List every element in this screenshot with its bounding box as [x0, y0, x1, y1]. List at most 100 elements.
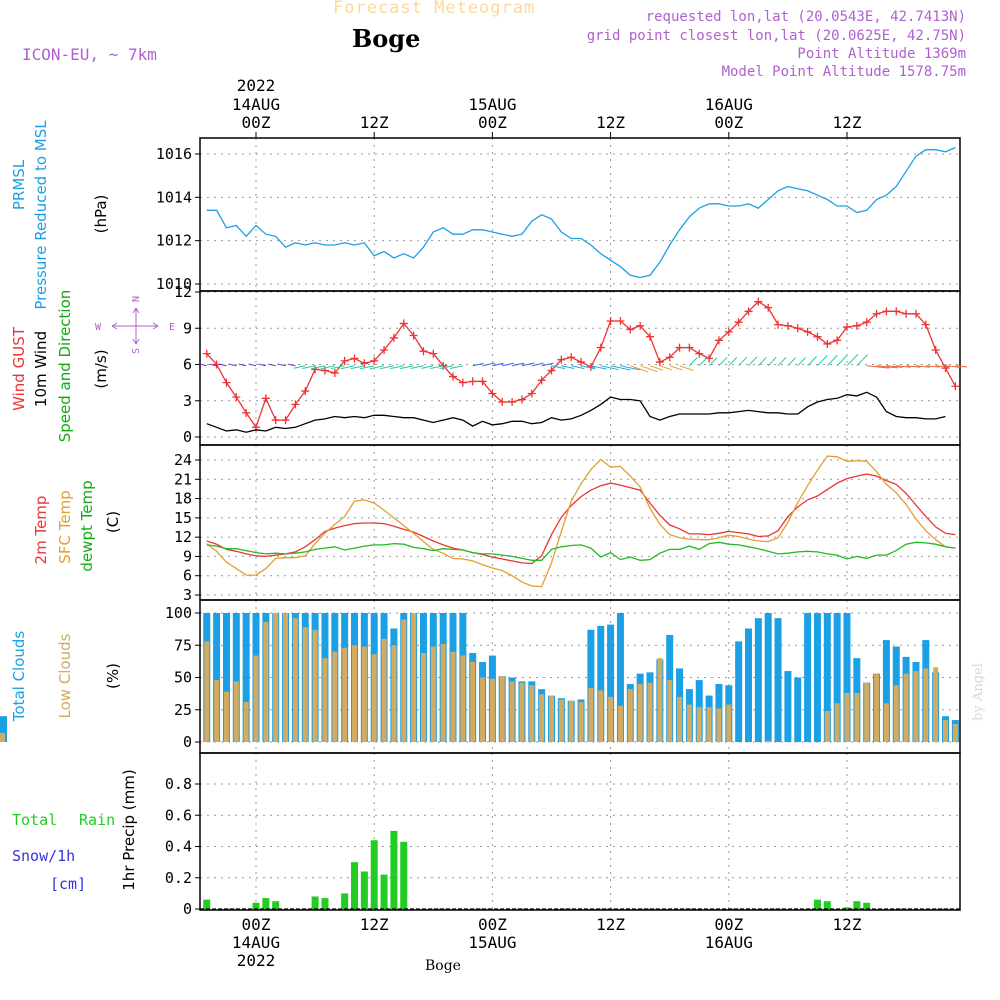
low-clouds-bar: [677, 696, 683, 742]
low-clouds-bar: [952, 723, 958, 742]
rain-bar: [400, 841, 408, 909]
total-clouds-bar: [222, 613, 230, 742]
snow-label: Snow/1h: [12, 847, 75, 865]
gust-marker: [340, 356, 349, 365]
y-tick-label: 25: [174, 701, 192, 719]
gust-marker: [330, 368, 339, 377]
top-time-label: 16AUG: [705, 95, 753, 114]
gust-marker: [754, 297, 763, 306]
y-tick-label: 15: [174, 509, 192, 527]
low-clouds-bar: [509, 681, 515, 742]
rain-bar: [311, 896, 319, 909]
wind-arrow: [430, 365, 444, 369]
top-time-label: 00Z: [478, 113, 507, 132]
y-tick-label: 1014: [156, 188, 192, 206]
gust-marker: [655, 358, 664, 367]
gust-marker: [242, 408, 251, 417]
total-clouds-bar: [587, 629, 595, 742]
low-clouds-bar: [637, 683, 643, 742]
gust-marker: [537, 376, 546, 385]
wind-arrow: [492, 362, 504, 367]
gust-marker: [823, 339, 832, 348]
low-clouds-bar: [204, 641, 210, 742]
y-tick-label: 12: [174, 283, 192, 301]
rain-bar: [351, 862, 358, 909]
compass-n: N: [131, 296, 142, 302]
gust-marker: [724, 327, 733, 336]
y-tick-label: 100: [165, 604, 192, 622]
top-time-label: 00Z: [242, 113, 271, 132]
total-clouds-bar: [597, 625, 605, 742]
low-clouds-bar: [706, 707, 712, 742]
y-tick-label: 21: [174, 470, 192, 488]
gust-marker: [577, 358, 586, 367]
low-clouds-bar: [765, 740, 771, 742]
wind-arrow: [350, 365, 365, 370]
low-clouds-bar: [361, 646, 367, 742]
compass-e: E: [169, 322, 175, 333]
low-clouds-bar: [883, 703, 889, 742]
low-clouds-bar: [608, 696, 614, 742]
low-clouds-bar: [420, 652, 426, 742]
gust-marker: [843, 323, 851, 332]
rain-bar: [272, 901, 280, 909]
wind-arrow: [679, 365, 694, 371]
sfc-temp-label: SFC Temp: [56, 490, 74, 563]
wind-direction-arrows: [199, 353, 968, 373]
total-clouds-bar: [784, 671, 792, 742]
gust-marker: [567, 353, 576, 362]
y-tick-label: 75: [174, 636, 192, 654]
gust-marker: [370, 356, 379, 365]
wind-arrow: [399, 365, 414, 370]
low-clouds-bar: [263, 622, 269, 742]
gust-marker: [458, 378, 467, 387]
low-clouds-bar: [312, 629, 318, 742]
total-clouds-bar: [754, 618, 762, 742]
low-clouds-bar: [696, 707, 702, 742]
total-clouds-bar: [882, 640, 890, 742]
gust-marker: [527, 389, 536, 398]
y-tick-label: 0.6: [165, 806, 192, 824]
wind-arrow: [551, 365, 566, 370]
wind-arrow: [390, 365, 404, 370]
gust-marker: [911, 309, 920, 318]
gust-marker: [606, 317, 615, 325]
low-clouds-bar: [470, 662, 476, 742]
gust-marker: [439, 361, 448, 370]
wind-arrow: [826, 354, 838, 367]
gust-marker: [714, 336, 723, 345]
gust-marker: [783, 321, 792, 330]
gust-marker: [764, 303, 773, 312]
low-clouds-bar: [0, 736, 5, 742]
pressure-line: [206, 146, 956, 279]
gust-marker: [202, 349, 211, 358]
wind-arrow: [541, 362, 554, 367]
wind-arrow: [208, 363, 217, 367]
low-clouds-bar: [302, 627, 308, 742]
location-title: Boge: [352, 24, 421, 53]
wind-arrow: [767, 357, 777, 367]
gust-marker: [409, 331, 418, 340]
wind-arrow: [531, 362, 544, 367]
total-clouds-bar: [232, 613, 240, 742]
low-clouds-label: Low Clouds: [56, 633, 74, 718]
gust-marker: [803, 327, 812, 336]
low-clouds-bar: [568, 700, 574, 742]
total-clouds-bar: [794, 677, 802, 742]
wind-arrow: [502, 362, 515, 367]
low-clouds-bar: [933, 667, 939, 742]
precip-bars: [203, 830, 871, 909]
wind-arrow: [856, 354, 869, 367]
low-clouds-bar: [943, 720, 948, 742]
wind-arrow: [238, 363, 247, 367]
gust-marker: [882, 307, 891, 316]
gust-marker: [261, 394, 270, 403]
compass-s: S: [131, 348, 142, 354]
wind-arrow: [511, 362, 525, 367]
total-clouds-bar: [616, 613, 624, 742]
y-tick-label: 0.2: [165, 869, 192, 887]
wind-arrow: [248, 363, 257, 367]
wind-arrow: [472, 362, 484, 367]
gust-marker: [626, 325, 635, 334]
